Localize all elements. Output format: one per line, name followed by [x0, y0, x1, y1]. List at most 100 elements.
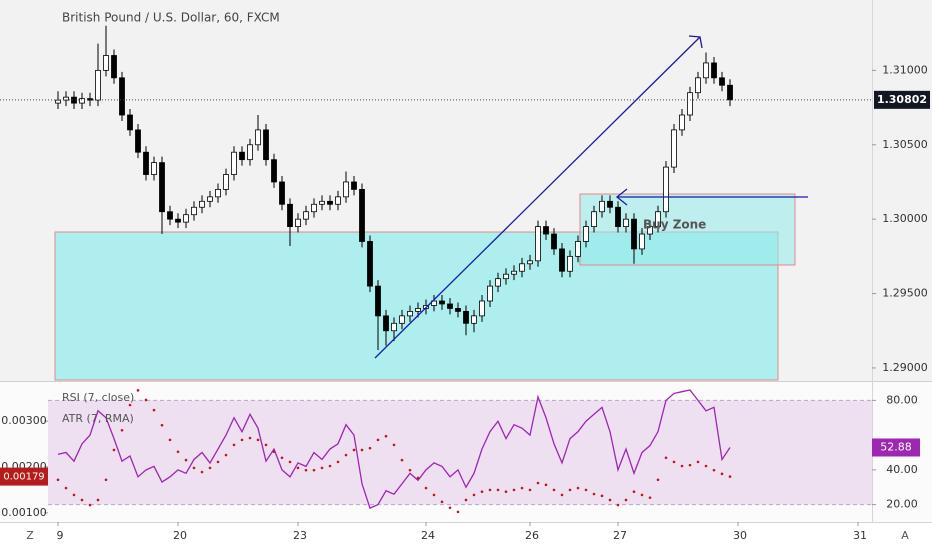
candle-body [247, 144, 253, 161]
candle-body [271, 159, 277, 183]
atr-dot [568, 488, 572, 492]
candle-body [303, 211, 309, 220]
candle-body [335, 196, 341, 205]
atr-dot [440, 500, 444, 504]
candle-body [79, 98, 85, 104]
atr-dot [312, 468, 316, 472]
candle-body [319, 200, 325, 205]
candle-body [463, 311, 469, 324]
x-tick-label: 26 [525, 529, 539, 542]
atr-dot [488, 488, 492, 492]
y-tick-label: 1.29000 [882, 361, 928, 374]
atr-dot [192, 466, 196, 470]
candle-body [639, 233, 645, 250]
candle-body [159, 162, 165, 213]
atr-dot [168, 438, 172, 442]
atr-dot [400, 458, 404, 462]
candle-body [631, 218, 637, 250]
atr-dot [680, 464, 684, 468]
atr-dot [504, 490, 508, 494]
candle-body [519, 263, 525, 272]
atr-dot [336, 460, 340, 464]
drawings [374, 35, 808, 359]
atr-dot [696, 460, 700, 464]
candle-body [503, 273, 509, 280]
candle-body [223, 174, 229, 190]
candle-body [95, 69, 101, 101]
atr-dot [408, 468, 412, 472]
candle-body [207, 196, 213, 202]
candle-body [487, 285, 493, 302]
y-tick-label: 20.00 [886, 498, 918, 511]
atr-dot [472, 493, 476, 497]
x-tick-label: 23 [293, 529, 307, 542]
atr-dot [560, 493, 564, 497]
rsi-last-box [872, 438, 920, 457]
candle-body [575, 241, 581, 257]
y-tick-label: 1.30000 [882, 212, 928, 225]
atr-dot [152, 408, 156, 412]
candle-body [111, 55, 117, 79]
rsi-line [57, 389, 731, 509]
atr-dot [632, 490, 636, 494]
candle-body [215, 189, 221, 198]
candle-body [703, 62, 709, 79]
ui-button[interactable]: A [901, 529, 909, 542]
atr-dot [248, 436, 252, 440]
candle-body [151, 162, 157, 175]
candle-body [711, 62, 717, 79]
candle-body [455, 308, 461, 312]
atr-dot [304, 468, 308, 472]
atr-dot [672, 460, 676, 464]
atr-dot [648, 496, 652, 499]
atr-dot [624, 498, 628, 502]
y-tick-label: 1.31000 [882, 63, 928, 76]
candle-body [559, 248, 565, 272]
atr-dot [592, 492, 596, 496]
atr-dot [104, 478, 108, 482]
atr-dot [296, 466, 300, 470]
candle-body [495, 278, 501, 287]
atr-dot [512, 488, 516, 492]
candle-body [567, 255, 573, 272]
legend-entry: RSI (7, close) [62, 391, 134, 404]
atr-dot [320, 466, 324, 470]
candle-body [183, 214, 189, 223]
atr-dot [576, 486, 580, 490]
atr-dot [656, 478, 660, 482]
atr-dot [480, 490, 484, 494]
atr-dot [72, 493, 76, 497]
atr-dot [496, 488, 500, 492]
candle-body [279, 181, 285, 205]
atr-dot [96, 498, 100, 502]
candle-body [607, 200, 613, 208]
candle-body [327, 200, 333, 205]
ui-button[interactable]: Z [26, 529, 34, 542]
atr-dot [664, 456, 668, 460]
atr-dot [616, 503, 620, 507]
atr-dot [528, 488, 532, 492]
candle-body [471, 315, 477, 324]
y-tick-label: 1.30500 [882, 138, 928, 151]
annotation: Buy Zone [643, 218, 706, 232]
candle-body [55, 99, 61, 104]
last-price-label: 1.30802 [877, 93, 927, 106]
candle-body [135, 129, 141, 153]
atr-dot [640, 493, 644, 497]
candle-body [231, 151, 237, 175]
chart-title: British Pound / U.S. Dollar, 60, FXCM [62, 11, 280, 25]
candle-body [143, 151, 149, 175]
atr-dot [88, 503, 92, 507]
candle-body [295, 218, 301, 228]
rsi-last-label: 52.88 [880, 440, 912, 453]
y2-tick-label: 0.00300 [1, 414, 47, 427]
x-tick-label: 9 [57, 529, 64, 542]
x-tick-label: 30 [733, 529, 747, 542]
atr-dot [368, 446, 372, 450]
y-tick-label: 1.29500 [882, 287, 928, 300]
trend-line [374, 36, 701, 359]
candle-body [687, 92, 693, 116]
candle-body [415, 308, 421, 312]
axis-labels: 1.31000 1.30500 1.30000 1.29500 1.29000 9 20 23… [0, 63, 930, 542]
atr-dot [232, 443, 236, 447]
